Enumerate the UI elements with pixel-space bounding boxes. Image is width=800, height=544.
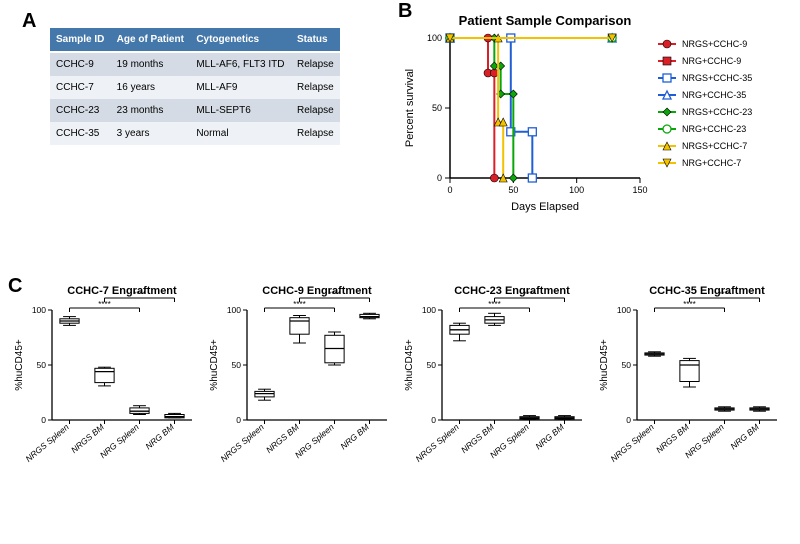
table-cell: Normal — [190, 122, 291, 145]
table-row: CCHC-919 monthsMLL-AF6, FLT3 ITDRelapse — [50, 52, 340, 76]
table-cell: 16 years — [111, 76, 191, 99]
svg-text:****: **** — [133, 290, 145, 299]
table-cell: 3 years — [111, 122, 191, 145]
table-row: CCHC-716 yearsMLL-AF9Relapse — [50, 76, 340, 99]
svg-text:NRGS Spleen: NRGS Spleen — [608, 422, 656, 464]
svg-text:NRG Spleen: NRG Spleen — [683, 422, 726, 461]
svg-text:CCHC-35 Engraftment: CCHC-35 Engraftment — [649, 285, 765, 297]
svg-text:%huCD45+: %huCD45+ — [599, 339, 610, 391]
svg-text:Days Elapsed: Days Elapsed — [511, 201, 579, 213]
survival-chart: Patient Sample Comparison 0 50 100 150 0 50 100… — [395, 10, 790, 235]
svg-text:100: 100 — [422, 305, 436, 315]
svg-text:NRG Spleen: NRG Spleen — [488, 422, 531, 461]
svg-text:50: 50 — [232, 360, 242, 370]
svg-text:NRGS Spleen: NRGS Spleen — [23, 422, 71, 464]
table-header: Sample ID — [50, 28, 111, 52]
svg-text:100: 100 — [617, 305, 631, 315]
svg-text:100: 100 — [227, 305, 241, 315]
svg-text:NRG BM: NRG BM — [533, 421, 566, 451]
svg-text:NRGS+CCHC-35: NRGS+CCHC-35 — [682, 73, 752, 83]
svg-text:NRG Spleen: NRG Spleen — [98, 422, 141, 461]
table-header: Status — [291, 28, 340, 52]
table-cell: Relapse — [291, 122, 340, 145]
svg-text:150: 150 — [632, 185, 647, 195]
svg-text:0: 0 — [41, 415, 46, 425]
svg-text:****: **** — [328, 290, 340, 299]
table-cell: CCHC-23 — [50, 99, 111, 122]
svg-text:****: **** — [523, 290, 535, 299]
svg-text:NRGS Spleen: NRGS Spleen — [413, 422, 461, 464]
table-cell: Relapse — [291, 76, 340, 99]
svg-text:NRGS Spleen: NRGS Spleen — [218, 422, 266, 464]
svg-text:100: 100 — [427, 33, 442, 43]
table-row: CCHC-2323 monthsMLL-SEPT6Relapse — [50, 99, 340, 122]
svg-text:100: 100 — [32, 305, 46, 315]
engraftment-panel: CCHC-7 Engraftment 0 50 100 %huCD45+ NRGS Spl… — [8, 280, 792, 540]
svg-text:NRG BM: NRG BM — [143, 421, 176, 451]
svg-text:50: 50 — [427, 360, 437, 370]
svg-text:%huCD45+: %huCD45+ — [404, 339, 415, 391]
table-cell: MLL-AF6, FLT3 ITD — [190, 52, 291, 76]
svg-text:50: 50 — [37, 360, 47, 370]
panel-label-a: A — [22, 10, 36, 33]
svg-text:NRG Spleen: NRG Spleen — [293, 422, 336, 461]
svg-text:CCHC-7 Engraftment: CCHC-7 Engraftment — [67, 285, 177, 297]
svg-text:0: 0 — [236, 415, 241, 425]
boxplot: CCHC-23 Engraftment 0 50 100 %huCD45+ NRGS Sp… — [398, 280, 593, 530]
svg-text:%huCD45+: %huCD45+ — [14, 339, 25, 391]
svg-text:50: 50 — [622, 360, 632, 370]
table-cell: CCHC-35 — [50, 122, 111, 145]
svg-text:NRG+CCHC-35: NRG+CCHC-35 — [682, 90, 746, 100]
sample-table: Sample IDAge of PatientCytogeneticsStatu… — [50, 28, 340, 145]
boxplot: CCHC-7 Engraftment 0 50 100 %huCD45+ NRGS Spl… — [8, 280, 203, 530]
svg-text:100: 100 — [569, 185, 584, 195]
svg-text:%huCD45+: %huCD45+ — [209, 339, 220, 391]
svg-text:NRGS+CCHC-23: NRGS+CCHC-23 — [682, 107, 752, 117]
table-cell: MLL-SEPT6 — [190, 99, 291, 122]
svg-text:NRG BM: NRG BM — [338, 421, 371, 451]
svg-text:NRG+CCHC-23: NRG+CCHC-23 — [682, 124, 746, 134]
svg-text:NRG+CCHC-9: NRG+CCHC-9 — [682, 56, 741, 66]
svg-text:NRGS+CCHC-9: NRGS+CCHC-9 — [682, 39, 747, 49]
svg-text:0: 0 — [437, 173, 442, 183]
table-cell: CCHC-9 — [50, 52, 111, 76]
boxplot: CCHC-35 Engraftment 0 50 100 %huCD45+ NRGS Sp… — [593, 280, 788, 530]
svg-text:Patient Sample Comparison: Patient Sample Comparison — [459, 13, 632, 28]
table-header: Cytogenetics — [190, 28, 291, 52]
svg-text:Percent survival: Percent survival — [404, 69, 416, 147]
table-row: CCHC-353 yearsNormalRelapse — [50, 122, 340, 145]
table-cell: Relapse — [291, 99, 340, 122]
svg-text:CCHC-23 Engraftment: CCHC-23 Engraftment — [454, 285, 570, 297]
svg-text:NRG BM: NRG BM — [728, 421, 761, 451]
svg-text:NRG+CCHC-7: NRG+CCHC-7 — [682, 158, 741, 168]
table-header: Age of Patient — [111, 28, 191, 52]
svg-text:0: 0 — [626, 415, 631, 425]
svg-text:0: 0 — [431, 415, 436, 425]
svg-text:****: **** — [718, 290, 730, 299]
boxplot: CCHC-9 Engraftment 0 50 100 %huCD45+ NRGS Spl… — [203, 280, 398, 530]
svg-text:NRGS+CCHC-7: NRGS+CCHC-7 — [682, 141, 747, 151]
svg-text:0: 0 — [447, 185, 452, 195]
table-cell: 19 months — [111, 52, 191, 76]
table-cell: MLL-AF9 — [190, 76, 291, 99]
svg-text:CCHC-9 Engraftment: CCHC-9 Engraftment — [262, 285, 372, 297]
table-cell: CCHC-7 — [50, 76, 111, 99]
svg-text:50: 50 — [508, 185, 518, 195]
table-cell: 23 months — [111, 99, 191, 122]
table-cell: Relapse — [291, 52, 340, 76]
svg-text:50: 50 — [432, 103, 442, 113]
